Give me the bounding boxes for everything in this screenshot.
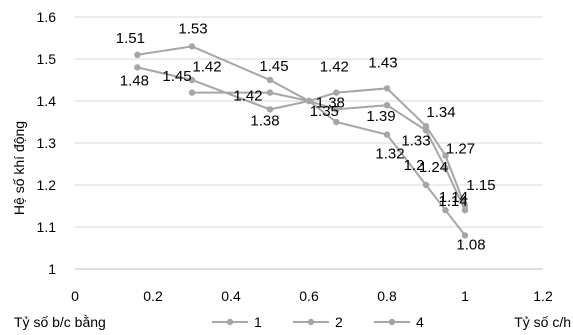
y-tick-label: 1.1	[37, 219, 57, 235]
data-point-series-4	[461, 232, 469, 239]
data-label-series-1: 1.34	[426, 104, 455, 121]
data-label-series-4: 1.51	[116, 30, 145, 47]
x-tick-label: 0.6	[299, 288, 319, 304]
data-label-series-2: 1.38	[316, 94, 345, 111]
data-label-series-4: 1.45	[259, 58, 288, 75]
data-point-series-4	[442, 207, 449, 214]
data-point-series-1	[383, 85, 391, 92]
x-tick-label: 0	[71, 288, 79, 304]
legend-title: Tỷ số b/c bằng	[14, 314, 106, 330]
data-label-series-2: 1.45	[162, 68, 191, 85]
data-point-series-2	[266, 106, 274, 113]
data-point-series-2	[333, 106, 340, 113]
y-tick-label: 1.4	[37, 93, 57, 109]
x-tick-label: 0.2	[143, 288, 163, 304]
data-point-series-2	[188, 76, 196, 84]
data-label-series-2: 1.14	[438, 193, 467, 210]
x-axis-title: Tỷ số c/h	[514, 314, 571, 330]
data-label-series-1: 1.42	[192, 59, 221, 76]
y-tick-label: 1.5	[37, 51, 57, 67]
data-label-series-4: 1.32	[375, 146, 404, 163]
data-points	[134, 43, 469, 239]
legend-label-2: 2	[335, 314, 343, 330]
data-label-series-1: 1.27	[446, 141, 475, 158]
data-label-series-1: 1.43	[368, 54, 397, 71]
data-label-series-2: 1.39	[366, 108, 395, 125]
data-point-series-2	[422, 127, 430, 134]
y-tick-label: 1.3	[37, 135, 57, 151]
data-point-series-4	[188, 43, 196, 50]
data-label-series-4: 1.08	[456, 236, 485, 253]
data-label-series-2: 1.33	[401, 132, 430, 149]
data-point-series-4	[333, 118, 340, 126]
legend-label-4: 4	[416, 314, 424, 330]
legend-marker-1	[226, 318, 234, 326]
y-tick-label: 1.2	[37, 177, 57, 193]
data-label-series-4: 1.2	[404, 157, 425, 174]
data-point-series-2	[461, 207, 469, 214]
legend-marker-4	[388, 318, 396, 326]
data-labels: 1.42 1.42 1.42 1.43 1.34 1.27 1.15 1.48 1.45 1.38…	[116, 20, 496, 253]
y-tick-label: 1.6	[37, 9, 57, 25]
data-point-series-1	[442, 152, 449, 159]
data-label-series-2: 1.48	[120, 72, 149, 89]
data-point-series-4	[422, 181, 430, 189]
series-line-1	[192, 87, 466, 207]
legend: 1 2 4	[212, 314, 424, 330]
x-tick-label: 0.4	[221, 288, 241, 304]
data-point-series-1	[266, 89, 274, 96]
data-label-series-2: 1.38	[250, 112, 279, 129]
data-point-series-1	[333, 89, 340, 96]
data-point-series-4	[305, 97, 313, 105]
data-label-series-1: 1.15	[466, 177, 495, 194]
x-tick-label: 0.8	[377, 288, 397, 304]
tick-labels: 1 1.1 1.2 1.3 1.4 1.5 1.6 0 0.2 0.4 0.6 0.8 1 1.2	[37, 9, 553, 304]
data-label-series-4: 1.14	[439, 189, 468, 206]
data-label-series-1: 1.42	[233, 88, 262, 105]
data-point-series-1	[188, 89, 196, 96]
data-label-series-4: 1.53	[178, 20, 207, 37]
data-label-series-2: 1.24	[419, 159, 448, 176]
x-tick-label: 1	[461, 288, 469, 304]
data-point-series-2	[442, 165, 449, 172]
x-tick-label: 1.2	[533, 288, 553, 304]
data-point-series-4	[266, 76, 274, 84]
data-label-series-4: 1.35	[310, 103, 339, 120]
y-tick-label: 1	[48, 261, 56, 277]
data-label-series-1: 1.42	[320, 59, 349, 76]
legend-label-1: 1	[254, 314, 262, 330]
y-axis-title: Hệ số khí động	[11, 121, 27, 215]
data-point-series-4	[383, 131, 391, 138]
data-point-series-2	[134, 64, 141, 71]
legend-marker-2	[307, 318, 315, 326]
data-point-series-2	[383, 102, 391, 109]
data-point-series-4	[134, 51, 141, 58]
